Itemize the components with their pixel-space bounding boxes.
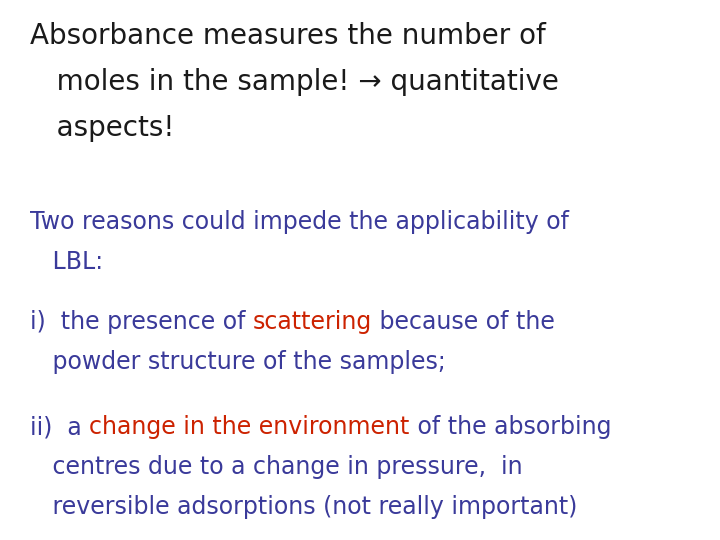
Text: of the absorbing: of the absorbing — [410, 415, 611, 439]
Text: because of the: because of the — [372, 310, 555, 334]
Text: centres due to a change in pressure,  in: centres due to a change in pressure, in — [30, 455, 523, 479]
Text: Absorbance measures the number of: Absorbance measures the number of — [30, 22, 546, 50]
Text: aspects!: aspects! — [30, 114, 174, 142]
Text: i)  the presence of: i) the presence of — [30, 310, 253, 334]
Text: moles in the sample! → quantitative: moles in the sample! → quantitative — [30, 68, 559, 96]
Text: scattering: scattering — [253, 310, 372, 334]
Text: reversible adsorptions (not really important): reversible adsorptions (not really impor… — [30, 495, 577, 519]
Text: LBL:: LBL: — [30, 250, 103, 274]
Text: Two reasons could impede the applicability of: Two reasons could impede the applicabili… — [30, 210, 569, 234]
Text: powder structure of the samples;: powder structure of the samples; — [30, 350, 446, 374]
Text: ii)  a: ii) a — [30, 415, 89, 439]
Text: change in the environment: change in the environment — [89, 415, 410, 439]
